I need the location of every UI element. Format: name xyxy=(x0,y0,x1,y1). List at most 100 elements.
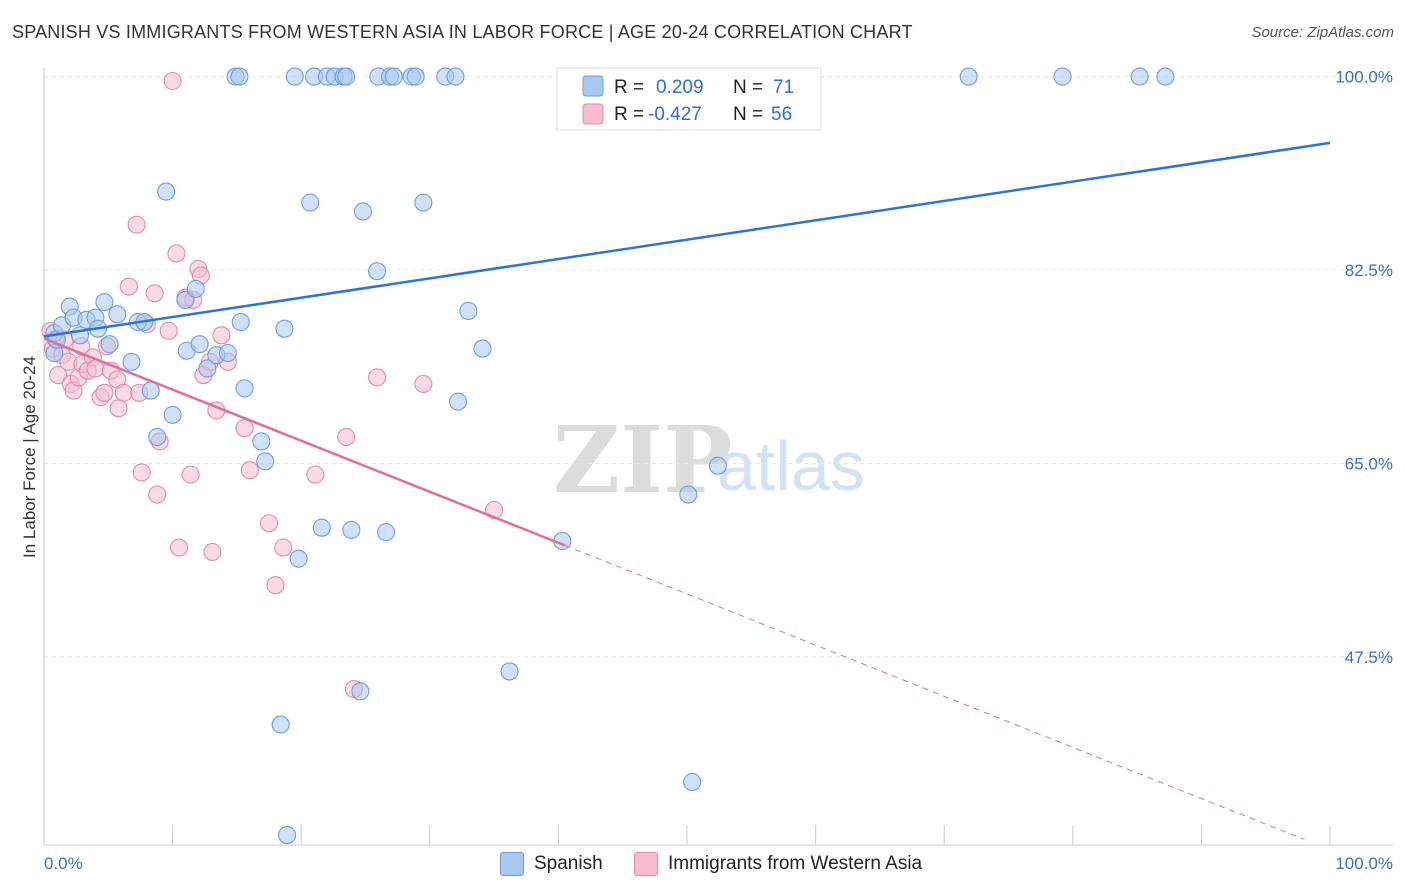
spanish-point xyxy=(1053,67,1072,86)
spanish-point xyxy=(414,193,433,212)
spanish-point xyxy=(446,67,465,86)
immigrants-point xyxy=(49,366,68,385)
legend-n-label: N = xyxy=(733,77,763,98)
immigrants-point xyxy=(235,419,254,438)
immigrants-point xyxy=(145,284,164,303)
bottom-legend-label-immigrants: Immigrants from Western Asia xyxy=(668,853,923,874)
legend-swatch-spanish xyxy=(582,75,604,97)
spanish-point xyxy=(95,293,114,312)
bottom-legend-immigrants: Immigrants from Western Asia xyxy=(634,852,922,876)
bottom-legend-label-spanish: Spanish xyxy=(534,853,603,874)
immigrants-point xyxy=(368,368,387,387)
immigrants-trend-line xyxy=(43,337,566,547)
spanish-point xyxy=(278,825,297,845)
spanish-point xyxy=(500,662,519,681)
spanish-point xyxy=(157,182,176,201)
immigrants-point xyxy=(212,326,231,345)
y-tick-label: 100.0% xyxy=(1335,68,1393,87)
immigrants-point xyxy=(159,321,178,340)
immigrants-point xyxy=(337,427,356,447)
legend-n-value-spanish: 71 xyxy=(773,77,794,98)
spanish-point xyxy=(459,301,478,321)
spanish-point xyxy=(406,67,425,86)
legend-n-value-immigrants: 56 xyxy=(771,104,792,125)
legend-r-label: R = xyxy=(614,104,644,125)
immigrants-point xyxy=(274,538,293,557)
spanish-point xyxy=(289,549,308,568)
watermark-atlas: atlas xyxy=(717,427,865,505)
immigrants-point xyxy=(119,277,138,296)
spanish-point xyxy=(473,339,492,358)
spanish-point xyxy=(271,715,290,734)
legend-r-value-spanish: 0.209 xyxy=(656,77,704,98)
source-credit: Source: ZipAtlas.com xyxy=(1251,24,1394,41)
spanish-point xyxy=(252,432,271,451)
y-tick-label: 65.0% xyxy=(1345,455,1393,474)
x-tick-label-max: 100.0% xyxy=(1335,854,1393,873)
immigrants-point xyxy=(203,542,222,562)
immigrants-point xyxy=(306,465,325,484)
spanish-points xyxy=(45,67,1175,845)
spanish-point xyxy=(301,193,320,212)
chart-title: SPANISH VS IMMIGRANTS FROM WESTERN ASIA … xyxy=(12,22,913,42)
spanish-point xyxy=(163,405,182,424)
immigrants-point xyxy=(127,215,146,234)
spanish-point xyxy=(368,262,387,281)
legend-r-value-immigrants: -0.427 xyxy=(648,104,702,125)
spanish-point xyxy=(708,456,727,475)
spanish-point xyxy=(285,67,304,86)
spanish-point xyxy=(1130,67,1149,86)
spanish-point xyxy=(337,67,356,86)
y-axis-tick-labels: 47.5% 65.0% 82.5% 100.0% xyxy=(1335,68,1393,667)
immigrants-point xyxy=(169,538,189,557)
legend: R = 0.209 N = 71 R = -0.427 N = 56 xyxy=(556,67,822,131)
spanish-point xyxy=(679,485,698,504)
spanish-point xyxy=(108,305,127,324)
immigrants-point xyxy=(259,514,279,533)
trend-lines xyxy=(43,141,1331,840)
spanish-point xyxy=(342,520,361,539)
spanish-point xyxy=(218,343,237,363)
spanish-point xyxy=(190,335,209,354)
immigrants-point xyxy=(163,71,182,91)
bottom-legend-spanish: Spanish xyxy=(500,852,603,876)
watermark: ZIP atlas xyxy=(553,406,865,514)
legend-r-label: R = xyxy=(614,77,644,98)
spanish-point xyxy=(351,682,370,701)
x-axis-ticks xyxy=(43,825,1331,845)
spanish-point xyxy=(275,319,294,338)
axes xyxy=(43,68,1393,846)
watermark-zip: ZIP xyxy=(553,406,732,514)
legend-n-label: N = xyxy=(733,104,763,125)
spanish-point xyxy=(256,452,275,471)
spanish-point xyxy=(353,202,372,221)
spanish-point xyxy=(384,67,403,86)
x-tick-label-min: 0.0% xyxy=(44,854,83,873)
spanish-point xyxy=(186,279,205,298)
bottom-legend-swatch-immigrants xyxy=(634,852,658,876)
spanish-point xyxy=(231,312,250,332)
spanish-point xyxy=(148,427,167,447)
spanish-point xyxy=(122,352,141,371)
spanish-point xyxy=(377,523,396,542)
legend-swatch-immigrants xyxy=(582,103,604,125)
spanish-point xyxy=(100,335,119,354)
immigrants-point xyxy=(266,576,285,595)
immigrants-points xyxy=(41,71,504,699)
immigrants-point xyxy=(114,383,133,402)
immigrants-point xyxy=(167,244,186,263)
spanish-trend-line xyxy=(43,141,1331,338)
y-tick-label: 82.5% xyxy=(1345,261,1393,280)
spanish-point xyxy=(959,67,978,86)
immigrants-point xyxy=(181,465,200,484)
spanish-point xyxy=(312,518,331,537)
spanish-point xyxy=(449,392,468,411)
spanish-point xyxy=(1156,67,1175,86)
y-axis-title: In Labor Force | Age 20-24 xyxy=(20,356,39,558)
immigrants-point xyxy=(240,461,259,480)
spanish-point xyxy=(235,379,254,398)
y-tick-label: 47.5% xyxy=(1345,648,1393,667)
spanish-point xyxy=(230,67,249,86)
immigrants-point xyxy=(414,374,433,394)
